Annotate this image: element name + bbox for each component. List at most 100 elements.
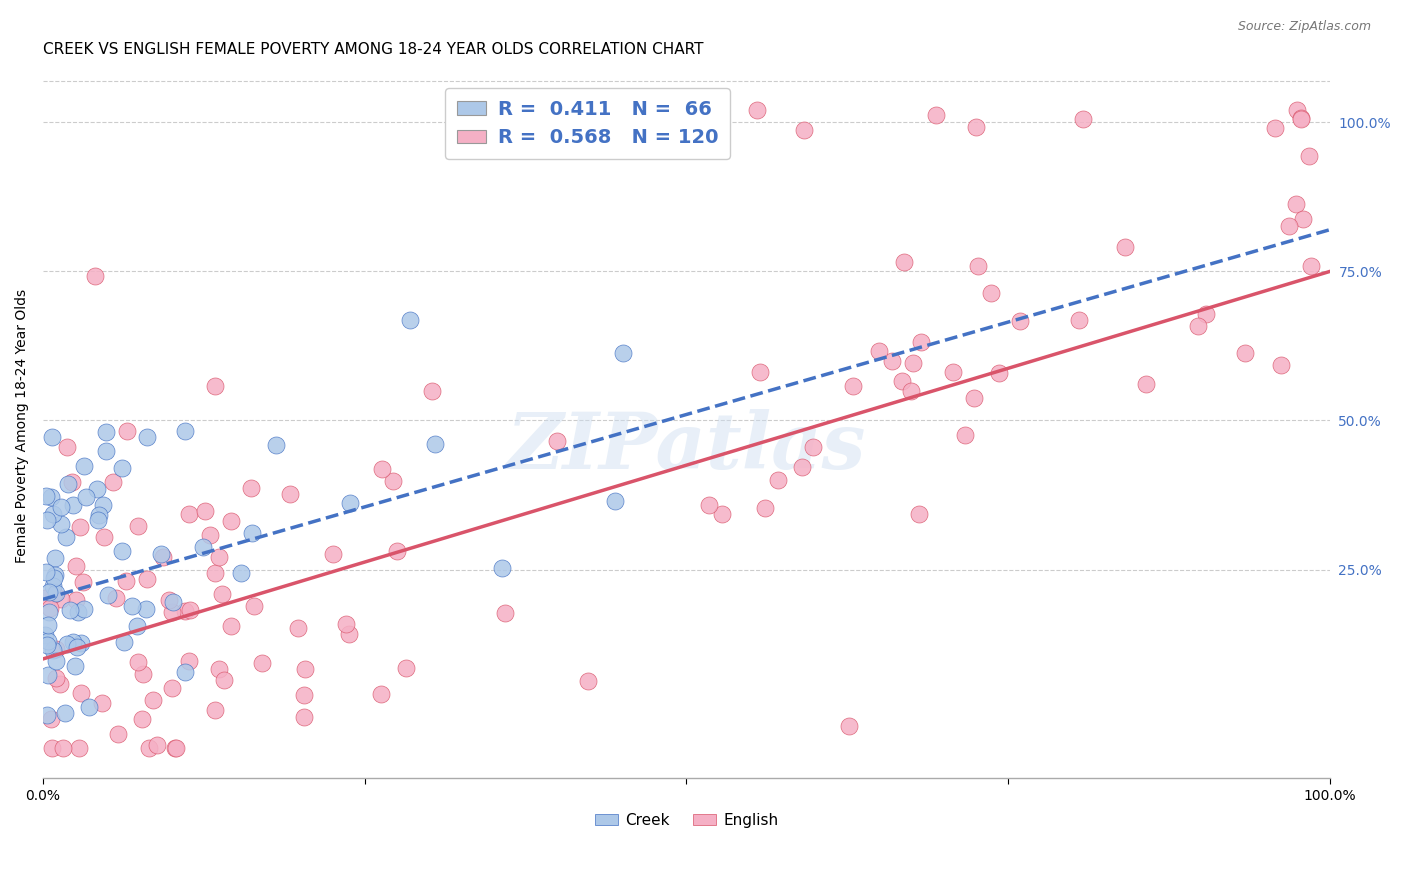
Point [294,661,316,675]
Point [49,516,72,531]
Point [56,476,79,491]
Point [42,508,65,522]
Point [111,544,134,558]
Point [339,496,361,510]
Point [142,692,165,706]
Point [66,605,89,619]
Point [174,604,197,618]
Point [42,571,65,585]
Point [72,575,94,590]
Point [423,437,446,451]
Point [754,500,776,515]
Point [1264,121,1286,136]
Point [1298,149,1320,163]
Point [1299,259,1322,273]
Point [204,379,226,393]
Point [163,741,186,756]
Point [1289,111,1312,125]
Point [49,677,72,691]
Point [955,427,977,442]
Point [925,108,948,122]
Point [963,391,986,405]
Point [967,260,990,274]
Point [292,710,315,724]
Point [382,474,405,488]
Point [44,551,66,566]
Point [73,601,96,615]
Point [162,595,184,609]
Point [177,654,200,668]
Point [198,527,221,541]
Point [107,727,129,741]
Point [264,437,287,451]
Point [97,589,120,603]
Point [49,500,72,514]
Point [173,424,195,438]
Point [114,574,136,588]
Point [37,708,59,723]
Point [135,602,157,616]
Point [104,591,127,606]
Point [1187,318,1209,333]
Point [420,384,443,398]
Point [42,579,65,593]
Point [335,616,357,631]
Point [1008,313,1031,327]
Point [370,462,392,476]
Point [79,699,101,714]
Point [70,686,93,700]
Point [67,741,90,756]
Point [221,619,243,633]
Point [157,593,180,607]
Point [53,706,76,720]
Point [1277,219,1299,233]
Point [41,741,63,756]
Point [41,490,63,504]
Point [240,481,263,495]
Point [965,120,987,135]
Point [793,122,815,136]
Point [1114,240,1136,254]
Point [1071,112,1094,126]
Point [41,429,63,443]
Point [398,312,420,326]
Point [900,384,922,398]
Point [60,475,83,489]
Point [93,498,115,512]
Legend: Creek, English: Creek, English [589,806,785,834]
Point [52,741,75,756]
Point [491,560,513,574]
Point [882,354,904,368]
Point [87,513,110,527]
Point [910,335,932,350]
Point [62,634,84,648]
Text: ZIPatlas: ZIPatlas [506,409,866,486]
Point [84,268,107,283]
Point [37,667,59,681]
Point [39,601,62,615]
Point [252,656,274,670]
Point [801,440,824,454]
Point [868,344,890,359]
Point [93,530,115,544]
Point [70,636,93,650]
Point [165,741,187,756]
Point [66,640,89,655]
Point [86,482,108,496]
Point [117,424,139,438]
Text: Source: ZipAtlas.com: Source: ZipAtlas.com [1237,20,1371,33]
Point [96,444,118,458]
Point [94,425,117,439]
Point [41,712,63,726]
Point [65,559,87,574]
Point [146,738,169,752]
Point [322,547,344,561]
Point [603,494,626,508]
Point [243,599,266,614]
Point [179,603,201,617]
Point [208,549,231,564]
Point [745,103,768,118]
Point [37,634,59,648]
Point [162,681,184,696]
Point [212,673,235,687]
